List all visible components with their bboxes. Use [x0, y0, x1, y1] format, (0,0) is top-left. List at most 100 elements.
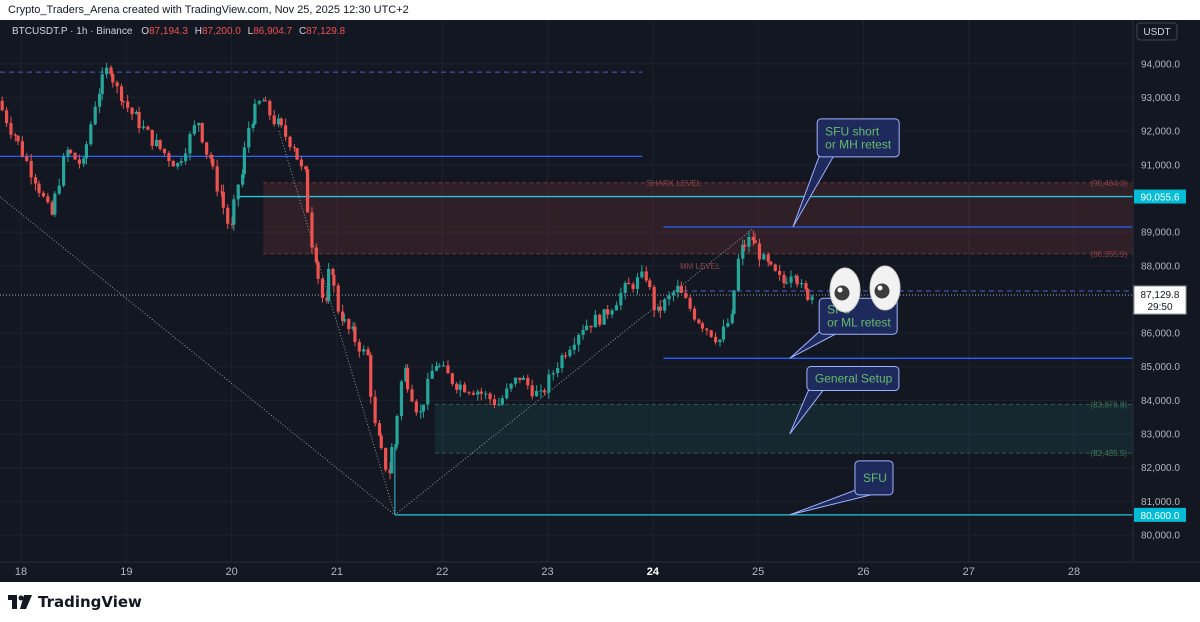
candle-body: [568, 349, 572, 357]
time-tick-label: 26: [857, 566, 869, 578]
candle-body: [789, 276, 793, 283]
candle-body: [419, 411, 423, 413]
candle-body: [598, 314, 602, 325]
candle-body: [325, 297, 329, 301]
candle-body: [73, 152, 77, 160]
candle-body: [357, 341, 361, 352]
candle-body: [547, 374, 551, 393]
candle-body: [179, 161, 183, 164]
candle-body: [211, 158, 215, 167]
candle-body: [563, 355, 568, 357]
candle-body: [526, 377, 530, 386]
open-label: O: [141, 26, 149, 37]
candle-body: [500, 398, 504, 405]
candle-body: [584, 325, 589, 331]
candle-body: [518, 377, 522, 380]
price-tick-label: 85,000.0: [1141, 362, 1180, 373]
high-label: H: [195, 26, 202, 37]
candle-body: [572, 344, 576, 350]
candle-body: [384, 447, 388, 470]
low-label: L: [248, 26, 254, 37]
candle-body: [509, 383, 513, 389]
candle-body: [13, 134, 17, 136]
candle-body: [614, 305, 619, 311]
demand-zone: [434, 404, 1133, 454]
candle-body: [183, 153, 188, 162]
candle-body: [77, 159, 82, 164]
candle-body: [806, 288, 810, 300]
candle-body: [192, 125, 196, 135]
candle-body: [342, 319, 347, 322]
sfu-callout[interactable]: [854, 460, 894, 496]
candle-body: [105, 67, 109, 75]
time-tick-label: 19: [120, 566, 132, 578]
candle-body: [33, 177, 38, 184]
candle-body: [320, 278, 325, 298]
candle-body: [757, 243, 762, 260]
candle-body: [16, 135, 20, 142]
candle-body: [29, 160, 33, 178]
candle-body: [41, 192, 46, 197]
candle-body: [414, 401, 418, 413]
candle-body: [268, 100, 272, 116]
candle-body: [373, 396, 377, 424]
candle-body: [263, 100, 268, 102]
sfu-short-callout[interactable]: [816, 118, 900, 158]
candle-body: [751, 236, 755, 241]
candle-body: [134, 112, 139, 115]
candle-body: [97, 93, 102, 107]
eyes-emoji: [829, 265, 901, 313]
candle-body: [236, 184, 240, 200]
candle-body: [226, 207, 230, 224]
candle-body: [736, 258, 740, 291]
sfu-callout-text: SFU: [863, 471, 887, 485]
time-axis[interactable]: 18 19 20 21 22 23 24 25 26 27 28: [15, 566, 1080, 578]
general-setup-callout[interactable]: [806, 366, 900, 392]
candle-body: [369, 355, 373, 397]
candle-body: [215, 166, 219, 192]
candle-body: [635, 277, 640, 289]
candle-body: [399, 381, 404, 417]
candle-body: [430, 370, 434, 379]
candle-body: [155, 139, 159, 146]
candle-body: [778, 270, 782, 275]
candle-body: [37, 183, 41, 193]
candle-body: [126, 101, 130, 108]
candle-body: [209, 154, 213, 159]
price-tick-label: 92,000.0: [1141, 127, 1180, 138]
candle-body: [9, 123, 13, 135]
candle-body: [602, 309, 606, 325]
candle-body: [69, 149, 73, 153]
time-tick-label: 22: [436, 566, 448, 578]
candle-body: [137, 112, 141, 129]
candle-body: [782, 274, 786, 283]
tradingview-logo[interactable]: TradingView: [8, 592, 142, 612]
symbol-legend[interactable]: BTCUSDT.P · 1h · Binance O87,194.3 H87,2…: [12, 26, 346, 37]
candle-body: [89, 124, 93, 145]
price-chart[interactable]: (90,464.3) (88,355.9) SHARK LEVEL (83,876.8…: [0, 20, 1200, 582]
candle-body: [793, 276, 798, 278]
candles: [0, 62, 814, 480]
time-tick-label: 24: [647, 566, 660, 578]
currency-button[interactable]: [1136, 22, 1178, 41]
candle-body: [284, 125, 288, 137]
candle-body: [463, 384, 467, 393]
candle-body: [606, 309, 610, 315]
candle-body: [497, 404, 501, 406]
candle-body: [581, 330, 585, 335]
price-tick-label: 80,000.0: [1141, 531, 1180, 542]
candle-body: [119, 86, 124, 102]
candle-body: [304, 166, 308, 170]
price-axis[interactable]: 94,000.0 93,000.0 92,000.0 91,000.0 89,000.0…: [1141, 59, 1180, 541]
candle-body: [251, 123, 255, 128]
sfu-short-callout-text: SFU short: [825, 124, 880, 138]
candle-body: [721, 326, 726, 340]
candle-body: [200, 122, 204, 143]
candle-body: [221, 191, 225, 208]
chart-background: [0, 20, 1200, 582]
candle-body: [232, 199, 236, 225]
candle-body: [46, 196, 50, 203]
price-tick-label: 89,000.0: [1141, 228, 1180, 239]
candle-body: [684, 292, 688, 298]
candle-body: [697, 319, 701, 324]
